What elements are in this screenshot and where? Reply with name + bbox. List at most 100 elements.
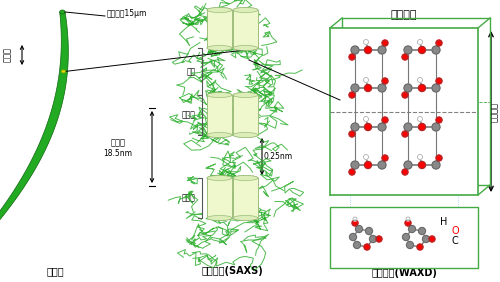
Ellipse shape xyxy=(207,133,232,138)
Ellipse shape xyxy=(233,8,258,12)
Ellipse shape xyxy=(207,8,232,12)
Text: 結晶構造: 結晶構造 xyxy=(391,10,417,20)
Bar xyxy=(233,178,258,218)
Circle shape xyxy=(402,92,408,98)
Text: メソ構造(SAXS): メソ構造(SAXS) xyxy=(201,266,263,276)
Circle shape xyxy=(406,217,410,221)
Text: 直径：綑15μm: 直径：綑15μm xyxy=(107,10,148,19)
Circle shape xyxy=(364,85,372,91)
Bar xyxy=(207,95,232,135)
Circle shape xyxy=(404,161,412,169)
Ellipse shape xyxy=(207,175,232,180)
Polygon shape xyxy=(0,12,68,234)
Ellipse shape xyxy=(207,8,232,12)
Circle shape xyxy=(378,84,386,92)
Circle shape xyxy=(356,226,362,232)
Circle shape xyxy=(405,220,411,226)
Circle shape xyxy=(436,78,442,84)
Circle shape xyxy=(382,40,388,46)
Ellipse shape xyxy=(233,175,258,180)
Ellipse shape xyxy=(207,92,232,98)
Text: 分子鎖軸: 分子鎖軸 xyxy=(490,102,498,122)
Text: 微結晶: 微結晶 xyxy=(182,111,196,120)
Circle shape xyxy=(364,116,368,122)
Text: 18.5nm: 18.5nm xyxy=(104,149,132,158)
Text: C: C xyxy=(452,236,459,246)
Text: 単繊維: 単繊維 xyxy=(46,266,64,276)
Circle shape xyxy=(376,236,382,242)
Circle shape xyxy=(402,54,408,60)
Circle shape xyxy=(402,233,409,241)
Circle shape xyxy=(432,84,440,92)
Bar xyxy=(233,95,258,135)
Circle shape xyxy=(354,241,360,248)
Ellipse shape xyxy=(233,215,258,221)
Ellipse shape xyxy=(233,92,258,98)
Circle shape xyxy=(351,84,359,92)
Circle shape xyxy=(418,78,422,83)
Circle shape xyxy=(404,84,412,92)
Circle shape xyxy=(417,244,423,250)
Circle shape xyxy=(364,39,368,45)
Circle shape xyxy=(436,155,442,161)
Circle shape xyxy=(364,162,372,169)
Circle shape xyxy=(364,78,368,83)
Ellipse shape xyxy=(233,8,258,12)
Circle shape xyxy=(404,123,412,131)
Ellipse shape xyxy=(62,70,66,73)
Circle shape xyxy=(436,40,442,46)
Circle shape xyxy=(432,123,440,131)
Circle shape xyxy=(408,226,416,232)
Ellipse shape xyxy=(233,133,258,138)
Circle shape xyxy=(364,155,368,160)
Circle shape xyxy=(349,169,355,175)
Text: ナノ構造(WAXD): ナノ構造(WAXD) xyxy=(371,268,437,278)
Ellipse shape xyxy=(233,92,258,98)
Circle shape xyxy=(378,123,386,131)
Circle shape xyxy=(378,161,386,169)
Bar xyxy=(233,95,258,135)
Bar xyxy=(330,28,478,195)
Circle shape xyxy=(382,78,388,84)
Circle shape xyxy=(364,124,372,131)
Ellipse shape xyxy=(233,215,258,221)
Bar xyxy=(233,178,258,218)
Text: 0.25nm: 0.25nm xyxy=(264,152,293,161)
Ellipse shape xyxy=(207,45,232,50)
Circle shape xyxy=(404,46,412,54)
Text: O: O xyxy=(452,226,460,236)
Text: H: H xyxy=(440,217,448,227)
Ellipse shape xyxy=(207,215,232,221)
Circle shape xyxy=(352,220,358,226)
Circle shape xyxy=(366,228,372,235)
Circle shape xyxy=(349,92,355,98)
Ellipse shape xyxy=(233,45,258,50)
Circle shape xyxy=(436,117,442,123)
Circle shape xyxy=(351,46,359,54)
Circle shape xyxy=(382,117,388,123)
Ellipse shape xyxy=(233,133,258,138)
Circle shape xyxy=(378,46,386,54)
Circle shape xyxy=(351,123,359,131)
Circle shape xyxy=(349,131,355,137)
Bar xyxy=(207,10,232,48)
Bar xyxy=(330,207,478,268)
Circle shape xyxy=(432,46,440,54)
Circle shape xyxy=(418,85,426,91)
Circle shape xyxy=(364,47,372,54)
Ellipse shape xyxy=(233,45,258,50)
Text: 繊維軸: 繊維軸 xyxy=(3,47,12,63)
Circle shape xyxy=(418,155,422,160)
Circle shape xyxy=(364,244,370,250)
Circle shape xyxy=(418,162,426,169)
Circle shape xyxy=(418,124,426,131)
Bar xyxy=(233,10,258,48)
Ellipse shape xyxy=(207,133,232,138)
Bar xyxy=(207,178,232,218)
Bar xyxy=(207,95,232,135)
Ellipse shape xyxy=(233,175,258,180)
Circle shape xyxy=(406,241,414,248)
Circle shape xyxy=(422,235,430,243)
Ellipse shape xyxy=(60,10,65,14)
Circle shape xyxy=(418,39,422,45)
